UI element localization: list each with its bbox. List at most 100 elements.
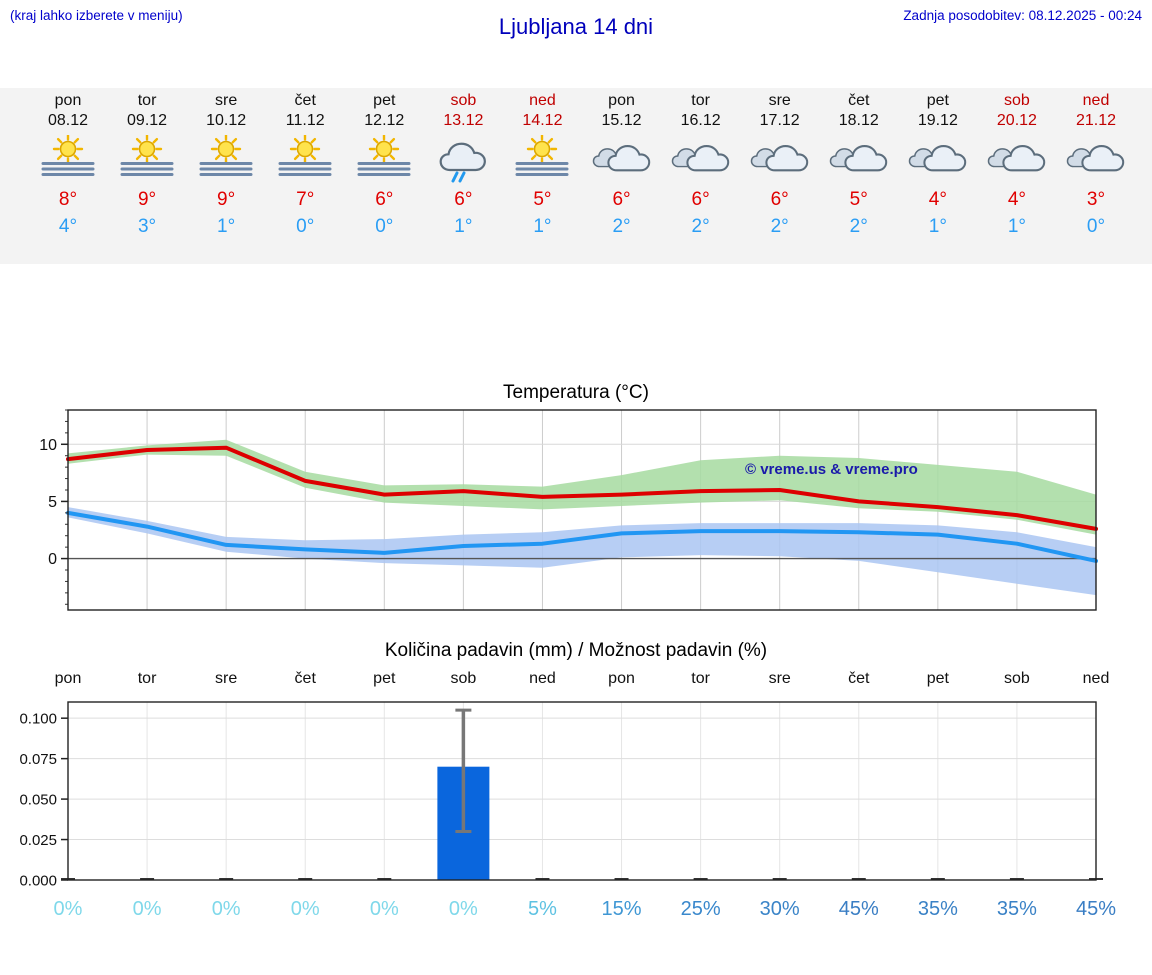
last-update-label: Zadnja posodobitev: 08.12.2025 - 00:24 (903, 8, 1142, 23)
weather-forecast-page: (kraj lahko izberete v meniju) Ljubljana… (0, 0, 1152, 920)
menu-hint: (kraj lahko izberete v meniju) (10, 8, 183, 23)
precip-probability-label: 35% (996, 898, 1037, 920)
precip-day-label: sob (1004, 670, 1030, 687)
day-column-11.12: čet 11.12 7° 0° (261, 92, 349, 238)
day-name-label: čet (294, 92, 316, 109)
min-temp-label: 2° (770, 216, 789, 237)
svg-text:0.000: 0.000 (19, 873, 57, 890)
precipitation-chart: 0.000 0.025 0.050 0.075 0.100 (19, 701, 1103, 890)
day-date-label: 16.12 (680, 112, 721, 129)
precip-day-label: pet (926, 670, 949, 687)
max-temp-label: 3° (1086, 189, 1106, 210)
min-temp-label: 1° (1007, 216, 1026, 237)
max-temp-label: 4° (928, 189, 947, 210)
cloudy-icon (815, 135, 903, 183)
day-column-20.12: sob 20.12 4° 1° (973, 92, 1061, 238)
cloudy-icon (894, 135, 982, 183)
sun-fog-icon (261, 133, 349, 183)
forecast-days-strip: pon 08.12 8° 4° tor 09.12 9° 3° sre 10.12 9° 1° čet 1… (0, 88, 1152, 264)
day-name-label: pon (608, 92, 635, 109)
day-name-label: sob (450, 92, 477, 109)
header: (kraj lahko izberete v meniju) Ljubljana… (0, 0, 1152, 50)
precip-day-label: pon (54, 670, 82, 687)
precip-day-label: pet (373, 670, 396, 687)
max-temp-label: 7° (296, 189, 315, 210)
max-temp-label: 6° (375, 189, 394, 210)
min-temp-label: 3° (137, 216, 157, 237)
precip-day-label: sre (768, 670, 791, 687)
day-date-label: 15.12 (601, 112, 642, 129)
max-temp-label: 6° (454, 189, 473, 210)
cloudy-icon (736, 135, 824, 183)
precip-probability-label: 45% (1075, 898, 1117, 920)
precipitation-chart-title: Količina padavin (mm) / Možnost padavin … (384, 640, 768, 661)
svg-text:© vreme.us & vreme.pro: © vreme.us & vreme.pro (745, 461, 918, 478)
precip-day-label: ned (529, 670, 556, 687)
day-date-label: 14.12 (522, 112, 563, 129)
day-column-14.12: ned 14.12 5° 1° (498, 92, 586, 238)
svg-text:0: 0 (48, 551, 57, 568)
day-name-label: ned (1082, 92, 1110, 109)
day-name-label: pet (373, 92, 396, 109)
day-date-label: 09.12 (127, 112, 168, 129)
precip-day-label: tor (691, 670, 710, 687)
precip-probability-label: 0% (211, 898, 241, 920)
day-date-label: 19.12 (917, 112, 958, 129)
temperature-chart-title: Temperatura (°C) (503, 382, 649, 403)
day-column-15.12: pon 15.12 6° 2° (578, 92, 666, 238)
svg-text:0.075: 0.075 (19, 751, 57, 768)
precip-day-label: sob (450, 670, 477, 687)
day-date-label: 11.12 (285, 112, 325, 129)
precip-probability-label: 15% (601, 898, 642, 920)
rain-cloud-icon (419, 135, 507, 183)
sun-fog-icon (340, 133, 428, 183)
min-temp-label: 2° (849, 216, 868, 237)
day-column-12.12: pet 12.12 6° 0° (340, 92, 428, 238)
min-temp-label: 4° (58, 216, 78, 237)
min-temp-label: 1° (928, 216, 947, 237)
day-date-label: 10.12 (206, 112, 247, 129)
day-column-21.12: ned 21.12 3° 0° (1052, 92, 1140, 238)
cloudy-icon (1052, 135, 1140, 183)
precip-probability-label: 35% (917, 898, 958, 920)
precip-day-label: tor (137, 670, 157, 687)
day-name-label: pon (54, 92, 82, 109)
day-date-label: 20.12 (996, 112, 1037, 129)
precip-probability-label: 0% (369, 898, 399, 920)
day-column-17.12: sre 17.12 6° 2° (736, 92, 824, 238)
sun-fog-icon (24, 133, 112, 183)
temperature-chart: 0 5 10 © vreme.us & vreme.pro (39, 409, 1098, 611)
svg-text:0.100: 0.100 (19, 711, 57, 728)
day-date-label: 08.12 (47, 112, 89, 129)
day-name-label: tor (691, 92, 710, 109)
day-date-label: 18.12 (838, 112, 879, 129)
day-date-label: 21.12 (1075, 112, 1117, 129)
precip-probability-label: 0% (290, 898, 320, 920)
min-temp-label: 0° (1086, 216, 1106, 237)
day-name-label: sob (1004, 92, 1030, 109)
day-name-label: ned (529, 92, 556, 109)
min-temp-label: 2° (691, 216, 710, 237)
min-temp-label: 2° (612, 216, 631, 237)
precip-day-label: sre (215, 670, 238, 687)
day-column-16.12: tor 16.12 6° 2° (657, 92, 745, 238)
day-column-19.12: pet 19.12 4° 1° (894, 92, 982, 238)
precip-probability-label: 0% (132, 898, 162, 920)
max-temp-label: 5° (533, 189, 552, 210)
precip-probability-label: 5% (528, 898, 557, 920)
day-column-08.12: pon 08.12 8° 4° (24, 92, 112, 238)
precip-probability-label: 0% (53, 898, 83, 920)
min-temp-label: 1° (217, 216, 236, 237)
svg-text:10: 10 (39, 437, 57, 454)
day-name-label: sre (215, 92, 238, 109)
day-column-18.12: čet 18.12 5° 2° (815, 92, 903, 238)
max-temp-label: 6° (770, 189, 789, 210)
page-title: Ljubljana 14 dni (498, 14, 654, 39)
day-column-09.12: tor 09.12 9° 3° (103, 92, 191, 238)
precip-probability-label: 45% (838, 898, 879, 920)
precip-probability-label: 30% (759, 898, 800, 920)
svg-text:0.050: 0.050 (19, 792, 57, 809)
day-name-label: sre (768, 92, 791, 109)
precip-day-label: čet (848, 670, 870, 687)
max-temp-label: 8° (58, 189, 78, 210)
